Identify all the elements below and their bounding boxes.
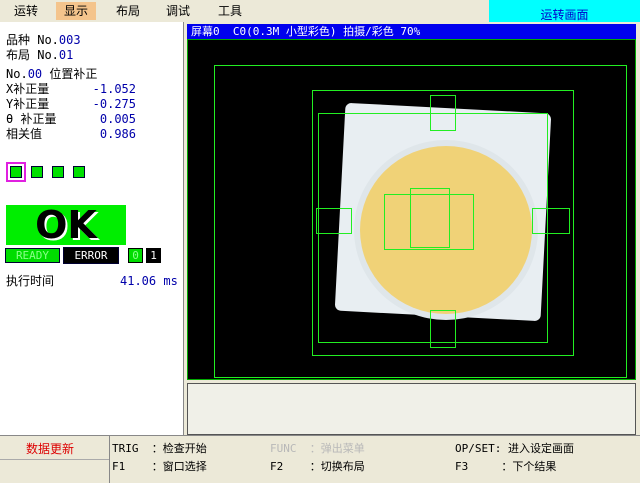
edge-window-left[interactable] <box>316 208 352 234</box>
exec-time-number: 41.06 <box>120 274 157 288</box>
key-opset-name: OP/SET: <box>455 442 502 455</box>
model-region[interactable] <box>318 113 548 343</box>
window-indicator-3[interactable] <box>52 166 64 178</box>
screen-title: 运转画面 <box>489 0 640 22</box>
x-comp-value: -1.052 <box>92 82 136 96</box>
theta-comp-row: θ 补正量 0.005 <box>6 112 136 126</box>
key-f2: F2 ：切换布局 <box>270 460 365 474</box>
window-indicator-2[interactable] <box>31 166 43 178</box>
bit-1-indicator: 1 <box>146 248 161 263</box>
menu-display[interactable]: 显示 <box>56 2 97 20</box>
exec-time-label: 执行时间 <box>6 274 55 288</box>
edge-window-top[interactable] <box>430 95 456 131</box>
camera-title-bar: 屏幕0 C0(0.3M 小型彩色) 拍摄/彩色 70% <box>187 24 636 39</box>
key-opset-desc: 进入设定画面 <box>507 442 574 455</box>
theta-comp-value: 0.005 <box>99 112 136 126</box>
exec-time-value: 41.06 ms <box>120 274 178 288</box>
comp-row: No.00 位置补正 <box>6 67 97 81</box>
menu-bar: 运转 显示 布局 调试 工具 <box>0 0 640 22</box>
result-ok: OK <box>6 205 126 245</box>
key-func-desc: ：弹出菜单 <box>309 442 365 455</box>
center-window-inner[interactable] <box>410 188 450 248</box>
led-phosphor <box>360 146 532 314</box>
x-comp-row: X补正量 -1.052 <box>6 82 136 96</box>
key-trig: TRIG ：检查开始 <box>112 442 207 456</box>
key-f3: F3 ：下个结果 <box>455 460 556 474</box>
comp-title: 位置补正 <box>49 67 98 81</box>
y-comp-value: -0.275 <box>92 97 136 111</box>
comp-no-label: No. <box>6 67 28 81</box>
layout-no: 01 <box>58 48 74 62</box>
center-window[interactable] <box>384 194 474 250</box>
key-func-name: FUNC <box>270 442 297 455</box>
correlation-value: 0.986 <box>99 127 136 141</box>
edge-window-right[interactable] <box>532 208 570 234</box>
footer-separator <box>109 436 110 483</box>
layout-row: 布局 No.01 <box>6 48 73 62</box>
key-f2-name: F2 <box>270 460 284 473</box>
key-f1: F1 ：窗口选择 <box>112 460 207 474</box>
correlation-label: 相关值 <box>6 127 43 141</box>
y-comp-label: Y补正量 <box>6 97 50 111</box>
comp-no: 00 <box>27 67 43 81</box>
exec-time-unit: ms <box>163 274 178 288</box>
edge-window-bottom[interactable] <box>430 310 456 348</box>
info-panel: 品种 No.003 布局 No.01 No.00 位置补正 X补正量 -1.052… <box>0 22 184 435</box>
key-f3-desc: ：下个结果 <box>501 460 557 473</box>
error-indicator: ERROR <box>63 247 119 264</box>
x-comp-label: X补正量 <box>6 82 50 96</box>
key-opset: OP/SET: 进入设定画面 <box>455 442 574 456</box>
key-f3-name: F3 <box>455 460 469 473</box>
window-indicator-4[interactable] <box>73 166 85 178</box>
camera-image[interactable] <box>187 39 636 380</box>
message-panel <box>187 383 636 435</box>
measure-region[interactable] <box>312 90 574 356</box>
menu-layout[interactable]: 布局 <box>116 4 141 18</box>
key-f2-desc: ：切换布局 <box>309 460 365 473</box>
search-region[interactable] <box>214 65 627 378</box>
selected-window-frame[interactable] <box>6 162 26 182</box>
product-no: 003 <box>58 33 81 47</box>
menu-debug[interactable]: 调试 <box>166 4 191 18</box>
y-comp-row: Y补正量 -0.275 <box>6 97 136 111</box>
bit-0-indicator: 0 <box>128 248 143 263</box>
correlation-row: 相关值 0.986 <box>6 127 136 141</box>
product-label: 品种 No. <box>6 33 59 47</box>
key-func: FUNC ：弹出菜单 <box>270 442 365 456</box>
ready-indicator: READY <box>5 248 60 263</box>
key-f1-name: F1 <box>112 460 126 473</box>
key-trig-desc: ：检查开始 <box>151 442 207 455</box>
data-update-button[interactable]: 数据更新 <box>26 442 75 456</box>
theta-comp-label: θ 补正量 <box>6 112 57 126</box>
key-trig-name: TRIG <box>112 442 139 455</box>
menu-tools[interactable]: 工具 <box>218 4 243 18</box>
footer-divider <box>0 459 109 460</box>
layout-label: 布局 No. <box>6 48 59 62</box>
product-row: 品种 No.003 <box>6 33 81 47</box>
menu-run[interactable]: 运转 <box>14 4 39 18</box>
window-indicator-1[interactable] <box>10 166 22 178</box>
footer: 数据更新 TRIG ：检查开始 FUNC ：弹出菜单 OP/SET: 进入设定画… <box>0 435 640 483</box>
key-f1-desc: ：窗口选择 <box>151 460 207 473</box>
